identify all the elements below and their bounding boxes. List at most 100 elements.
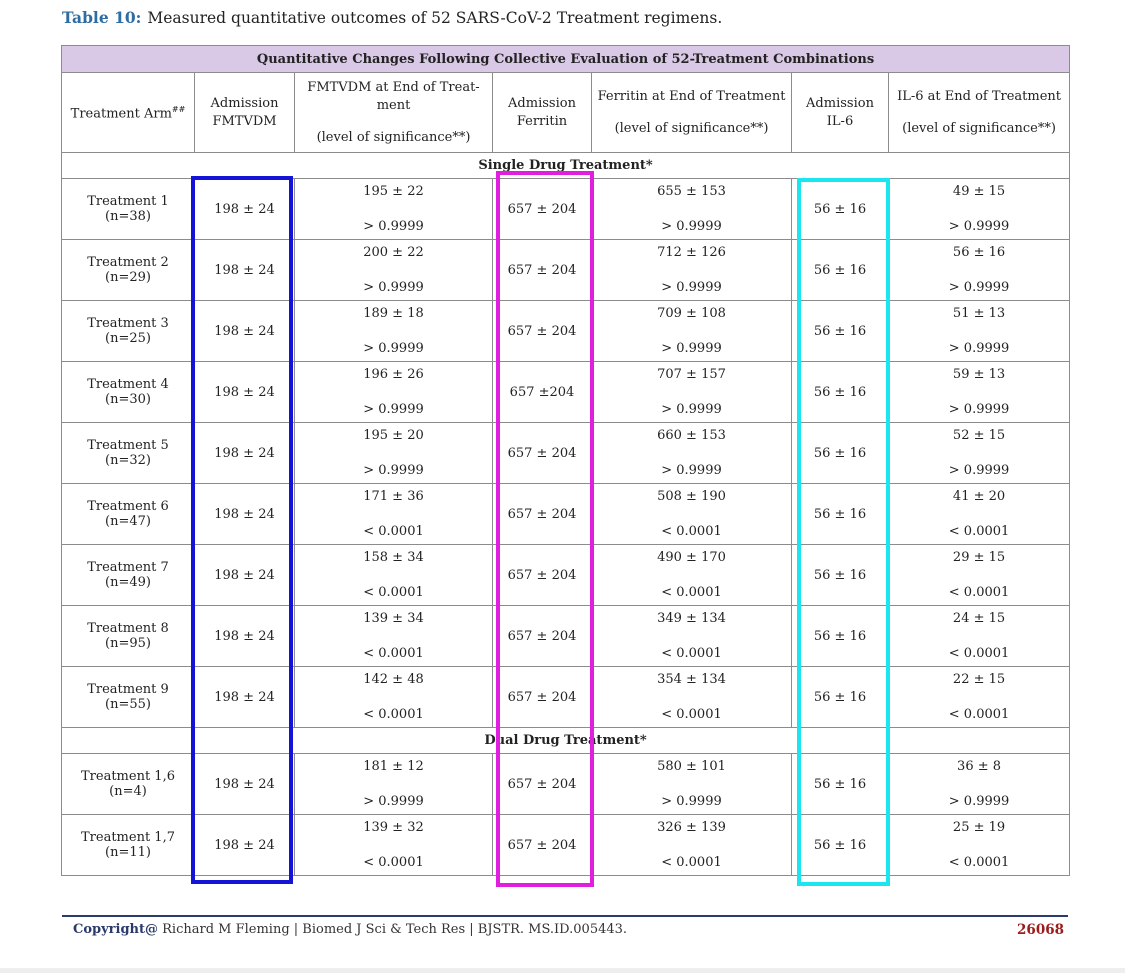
fmtvdm-end-cell-stack: 139 ± 32 < 0.0001 xyxy=(299,820,488,870)
il6-end-cell-value: 29 ± 15 xyxy=(952,550,1006,565)
il6-end-cell: 51 ± 13 > 0.9999 xyxy=(887,300,1071,362)
table-caption: Table 10: Measured quantitative outcomes … xyxy=(62,8,722,27)
admission-ferritin-cell: 657 ± 204 xyxy=(492,666,592,728)
fmtvdm-end-cell-value: 200 ± 22 xyxy=(363,245,424,260)
ferritin-end-cell-value: 655 ± 153 xyxy=(657,184,726,199)
ferritin-end-cell-value: 508 ± 190 xyxy=(657,489,726,504)
treatment-arm-cell: Treatment 8 (n=95) xyxy=(61,605,195,667)
table-header-row: Treatment Arm## Admission FMTVDM FMTVDM a… xyxy=(61,72,1071,153)
ferritin-end-cell-significance: < 0.0001 xyxy=(661,855,722,870)
il6-end-cell-stack: 41 ± 20 < 0.0001 xyxy=(893,489,1065,539)
admission-ferritin-cell: 657 ± 204 xyxy=(492,544,592,606)
il6-end-cell-stack: 36 ± 8 > 0.9999 xyxy=(893,759,1065,809)
il6-end-cell: 59 ± 13 > 0.9999 xyxy=(887,361,1071,423)
fmtvdm-end-cell-value: 171 ± 36 xyxy=(363,489,424,504)
ferritin-end-cell: 660 ± 153 > 0.9999 xyxy=(591,422,792,484)
treatment-count: (n=95) xyxy=(105,636,151,651)
il6-end-cell-stack: 56 ± 16 > 0.9999 xyxy=(893,245,1065,295)
fmtvdm-end-cell-value: 195 ± 20 xyxy=(363,428,424,443)
treatment-name: Treatment 2 xyxy=(87,255,169,270)
outcomes-table: Quantitative Changes Following Collectiv… xyxy=(60,45,1071,876)
admission-il6-cell: 56 ± 16 xyxy=(791,239,889,301)
ferritin-end-cell: 490 ± 170 < 0.0001 xyxy=(591,544,792,606)
fmtvdm-end-cell: 200 ± 22 > 0.9999 xyxy=(294,239,493,301)
fmtvdm-end-cell-significance: > 0.9999 xyxy=(363,402,424,417)
fmtvdm-end-cell-value: 181 ± 12 xyxy=(363,759,424,774)
admission-il6-cell: 56 ± 16 xyxy=(791,605,889,667)
treatment-name: Treatment 1,7 xyxy=(81,830,175,845)
footer-copyright-label: Copyright@ xyxy=(73,922,158,937)
admission-il6-cell: 56 ± 16 xyxy=(791,300,889,362)
treatment-count: (n=29) xyxy=(105,270,151,285)
ferritin-end-cell-significance: < 0.0001 xyxy=(661,646,722,661)
treatment-count: (n=4) xyxy=(109,784,147,799)
fmtvdm-end-cell: 139 ± 34 < 0.0001 xyxy=(294,605,493,667)
header-admission-ferritin-line1: Admission xyxy=(508,95,576,111)
ferritin-end-cell-value: 354 ± 134 xyxy=(657,672,726,687)
il6-end-cell-value: 59 ± 13 xyxy=(952,367,1006,382)
admission-fmtvdm-cell: 198 ± 24 xyxy=(194,239,295,301)
treatment-count: (n=32) xyxy=(105,453,151,468)
ferritin-end-cell: 349 ± 134 < 0.0001 xyxy=(591,605,792,667)
table-caption-text: Measured quantitative outcomes of 52 SAR… xyxy=(147,9,723,27)
table-row: Treatment 9 (n=55) 198 ± 24 142 ± 48 < 0.000… xyxy=(61,666,1071,728)
il6-end-cell: 49 ± 15 > 0.9999 xyxy=(887,178,1071,240)
ferritin-end-cell-value: 580 ± 101 xyxy=(657,759,726,774)
table-caption-label: Table 10: xyxy=(62,8,142,27)
treatment-name: Treatment 4 xyxy=(87,377,169,392)
ferritin-end-cell-significance: < 0.0001 xyxy=(661,524,722,539)
header-il6-end-line2: (level of significance**) xyxy=(902,120,1056,136)
admission-fmtvdm-cell: 198 ± 24 xyxy=(194,422,295,484)
header-ferritin-end-line2: (level of significance**) xyxy=(614,120,769,136)
header-admission-fmtvdm: Admission FMTVDM xyxy=(194,72,295,153)
treatment-arm-cell: Treatment 1 (n=38) xyxy=(61,178,195,240)
fmtvdm-end-cell: 195 ± 20 > 0.9999 xyxy=(294,422,493,484)
ferritin-end-cell: 326 ± 139 < 0.0001 xyxy=(591,814,792,876)
admission-fmtvdm-cell: 198 ± 24 xyxy=(194,605,295,667)
header-admission-fmtvdm-line1: Admission xyxy=(210,95,279,111)
admission-il6-cell: 56 ± 16 xyxy=(791,422,889,484)
table-row: Treatment 7 (n=49) 198 ± 24 158 ± 34 < 0.000… xyxy=(61,544,1071,606)
il6-end-cell: 24 ± 15 < 0.0001 xyxy=(887,605,1071,667)
header-admission-il6-line1: Admission xyxy=(806,95,874,111)
ferritin-end-cell-stack: 655 ± 153 > 0.9999 xyxy=(596,184,787,234)
ferritin-end-cell-significance: < 0.0001 xyxy=(661,707,722,722)
il6-end-cell-stack: 49 ± 15 > 0.9999 xyxy=(893,184,1065,234)
admission-fmtvdm-cell: 198 ± 24 xyxy=(194,544,295,606)
il6-end-cell: 36 ± 8 > 0.9999 xyxy=(887,753,1071,815)
treatment-count: (n=55) xyxy=(105,697,151,712)
fmtvdm-end-cell-stack: 142 ± 48 < 0.0001 xyxy=(299,672,488,722)
ferritin-end-cell-significance: > 0.9999 xyxy=(661,280,722,295)
il6-end-cell-significance: < 0.0001 xyxy=(948,524,1010,539)
header-fmtvdm-end-line1: FMTVDM at End of Treat- xyxy=(307,79,480,95)
il6-end-cell-significance: < 0.0001 xyxy=(948,855,1010,870)
fmtvdm-end-cell: 181 ± 12 > 0.9999 xyxy=(294,753,493,815)
ferritin-end-cell: 354 ± 134 < 0.0001 xyxy=(591,666,792,728)
il6-end-cell: 52 ± 15 > 0.9999 xyxy=(887,422,1071,484)
fmtvdm-end-cell-value: 195 ± 22 xyxy=(363,184,424,199)
fmtvdm-end-cell-value: 189 ± 18 xyxy=(363,306,424,321)
treatment-name: Treatment 8 xyxy=(87,621,169,636)
il6-end-cell-value: 25 ± 19 xyxy=(952,820,1006,835)
il6-end-cell-stack: 22 ± 15 < 0.0001 xyxy=(893,672,1065,722)
il6-end-cell-value: 52 ± 15 xyxy=(952,428,1006,443)
il6-end-cell: 22 ± 15 < 0.0001 xyxy=(887,666,1071,728)
header-il6-end-line1: IL-6 at End of Treatment xyxy=(897,88,1062,104)
fmtvdm-end-cell-significance: > 0.9999 xyxy=(363,341,424,356)
table-banner-row: Quantitative Changes Following Collectiv… xyxy=(60,45,1071,73)
admission-il6-cell: 56 ± 16 xyxy=(791,361,889,423)
header-fmtvdm-end-line3: (level of significance**) xyxy=(316,129,471,145)
il6-end-cell: 41 ± 20 < 0.0001 xyxy=(887,483,1071,545)
fmtvdm-end-cell-value: 139 ± 34 xyxy=(363,611,424,626)
header-treatment-arm-sup: ## xyxy=(171,105,186,115)
header-il6-end: IL-6 at End of Treatment (level of signif… xyxy=(887,72,1071,153)
admission-il6-cell: 56 ± 16 xyxy=(791,666,889,728)
admission-fmtvdm-cell: 198 ± 24 xyxy=(194,300,295,362)
admission-fmtvdm-cell: 198 ± 24 xyxy=(194,753,295,815)
ferritin-end-cell-significance: > 0.9999 xyxy=(661,402,722,417)
table-row: Treatment 1,7 (n=11) 198 ± 24 139 ± 32 < 0.0… xyxy=(61,814,1071,876)
fmtvdm-end-cell-stack: 195 ± 22 > 0.9999 xyxy=(299,184,488,234)
fmtvdm-end-cell-value: 139 ± 32 xyxy=(363,820,424,835)
ferritin-end-cell-stack: 709 ± 108 > 0.9999 xyxy=(596,306,787,356)
ferritin-end-cell-value: 709 ± 108 xyxy=(657,306,726,321)
